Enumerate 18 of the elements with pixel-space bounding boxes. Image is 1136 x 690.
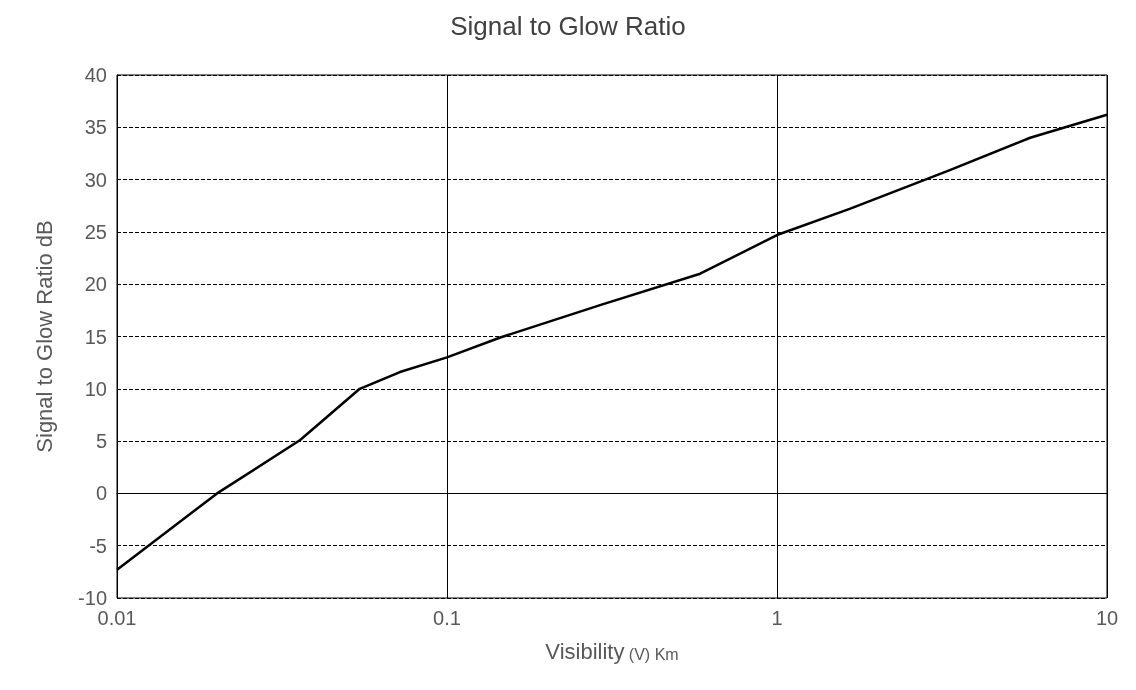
y-tick-label: 40 bbox=[84, 64, 107, 86]
y-tick-label: 15 bbox=[84, 325, 107, 348]
x-tick-label: 0.01 bbox=[97, 607, 137, 629]
x-tick-label: 0.1 bbox=[433, 607, 461, 629]
y-tick-label: 10 bbox=[84, 377, 107, 400]
x-axis-title: Visibility (V) Km bbox=[545, 638, 679, 664]
y-tick-label: 25 bbox=[84, 220, 107, 243]
x-tick-label: 1 bbox=[771, 607, 783, 629]
y-tick-label: 30 bbox=[84, 168, 107, 191]
y-tick-label: -10 bbox=[78, 587, 107, 609]
y-tick-label: -5 bbox=[89, 534, 107, 557]
chart-title: Signal to Glow Ratio bbox=[450, 11, 686, 41]
x-tick-label: 10 bbox=[1095, 607, 1119, 629]
y-axis-title: Signal to Glow Ratio dB bbox=[31, 220, 57, 453]
y-tick-label: 0 bbox=[95, 482, 107, 505]
y-tick-label: 20 bbox=[84, 273, 107, 296]
y-tick-label: 35 bbox=[84, 116, 107, 139]
y-tick-label: 5 bbox=[95, 430, 107, 453]
